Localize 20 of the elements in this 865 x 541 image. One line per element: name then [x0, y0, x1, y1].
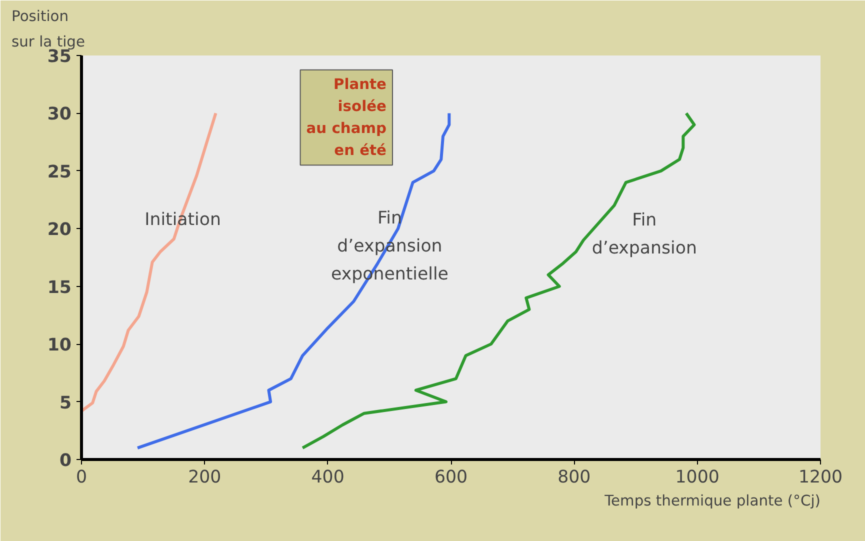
x-tick-label: 0	[76, 468, 88, 488]
line-series	[136, 112, 451, 450]
y-tick-label: 10	[47, 336, 72, 356]
x-tick-label: 600	[434, 468, 468, 488]
series-label: Fin d’expansion	[592, 210, 697, 258]
y-tick-label: 25	[47, 162, 72, 182]
y-tick-label: 20	[47, 220, 72, 240]
x-tick-label: 400	[311, 468, 344, 488]
y-tick-label: 5	[59, 393, 72, 414]
y-tick-label: 0	[59, 451, 72, 471]
y-tick-label: 15	[47, 278, 72, 298]
x-tick-label: 800	[558, 468, 591, 488]
line-series	[82, 112, 218, 413]
x-axis-title: Temps thermique plante (°Cj)	[604, 492, 821, 510]
x-tick-label: 1000	[675, 468, 720, 488]
y-tick-label: 30	[47, 104, 72, 125]
annotation: Plante isolée au champ en été	[306, 76, 387, 160]
line-series	[301, 112, 696, 450]
x-tick-label: 1200	[798, 468, 843, 488]
x-tick-label: 200	[188, 468, 222, 488]
